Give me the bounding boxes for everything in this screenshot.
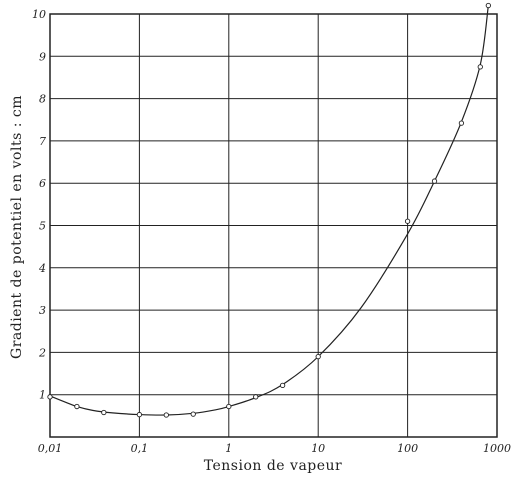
y-tick-label: 4 xyxy=(38,262,46,275)
y-tick-label: 6 xyxy=(39,177,46,190)
data-points xyxy=(47,2,491,418)
data-point xyxy=(431,178,438,184)
y-tick-label: 9 xyxy=(39,50,46,63)
y-tick-label: 1 xyxy=(39,389,46,402)
y-tick-label: 7 xyxy=(39,135,46,148)
data-point xyxy=(279,382,286,389)
grid xyxy=(49,13,498,437)
data-point xyxy=(74,403,80,410)
data-point xyxy=(315,353,321,360)
data-point xyxy=(226,403,232,410)
x-tick-label: 100 xyxy=(397,442,418,455)
data-point xyxy=(136,411,143,418)
y-tick-label: 8 xyxy=(39,93,46,106)
y-tick-label: 10 xyxy=(32,8,46,21)
x-tick-label: 1 xyxy=(225,442,232,455)
data-point xyxy=(253,394,259,400)
y-tick-label: 2 xyxy=(38,346,46,359)
data-point xyxy=(485,2,491,9)
x-tick-label: 0,1 xyxy=(131,442,149,455)
data-point xyxy=(404,218,411,224)
fitted-curve xyxy=(49,5,489,416)
x-tick-label: 10 xyxy=(311,442,325,455)
data-point xyxy=(47,394,53,400)
x-tick-label: 1000 xyxy=(483,442,511,455)
data-point xyxy=(101,409,107,416)
x-tick-labels: 0,01 0,1 1 10 100 1000 xyxy=(38,442,511,455)
y-axis-title: Gradient de potentiel en volts : cm xyxy=(9,95,25,359)
y-tick-label: 5 xyxy=(39,220,46,233)
data-point xyxy=(190,411,196,417)
data-point xyxy=(477,64,483,70)
data-point xyxy=(458,120,465,126)
data-point xyxy=(163,412,169,418)
plot-frame xyxy=(49,13,498,438)
x-tick-label: 0,01 xyxy=(38,442,63,455)
y-tick-label: 3 xyxy=(39,304,46,317)
x-axis-title: Tension de vapeur xyxy=(204,458,343,474)
y-tick-labels: 1 2 3 4 5 6 7 8 9 10 xyxy=(32,8,46,402)
